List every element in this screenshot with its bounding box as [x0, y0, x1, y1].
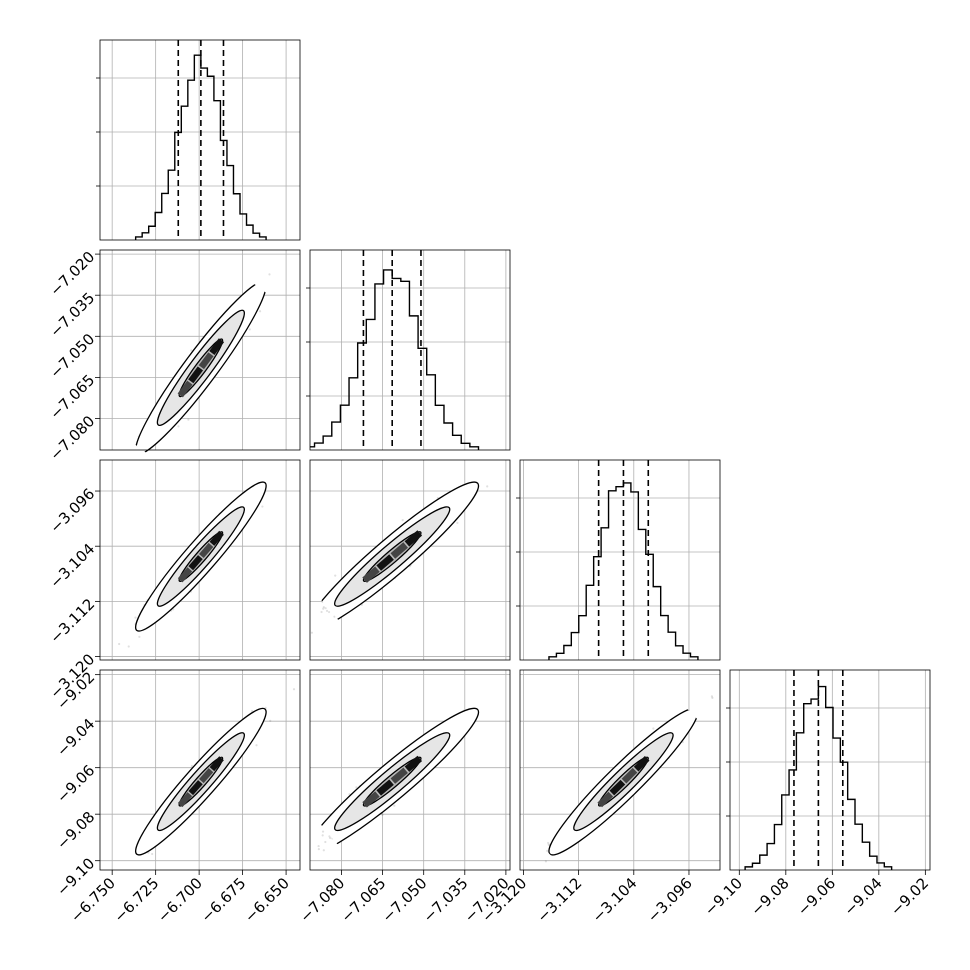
sample-point: [151, 852, 154, 856]
sample-point: [355, 786, 358, 789]
sample-point: [269, 719, 272, 722]
sample-point: [652, 727, 655, 730]
density-bin: [209, 338, 225, 355]
scatter-panel-4-2: [305, 669, 511, 871]
sample-point: [190, 349, 193, 352]
density-bin: [177, 380, 193, 398]
sample-point: [547, 843, 550, 846]
sample-point: [248, 328, 251, 331]
density-bin: [404, 530, 423, 547]
scatter-panel-2-1: [99, 249, 301, 455]
scatter-panel-4-3: [519, 669, 721, 871]
density-contour: [178, 338, 224, 398]
sample-point: [255, 744, 258, 747]
density-bin: [376, 554, 394, 571]
density-bin: [177, 567, 193, 583]
sample-point: [328, 835, 331, 838]
panel-frame: [309, 459, 511, 661]
density-bin: [188, 555, 203, 571]
sample-point: [187, 418, 190, 421]
sample-point: [261, 505, 264, 508]
sample-point: [150, 451, 152, 453]
panel-frame: [729, 669, 931, 871]
sample-point: [118, 642, 121, 646]
sample-point: [306, 618, 308, 620]
density-core: [177, 338, 225, 398]
sample-point: [322, 607, 325, 610]
sample-point: [324, 607, 327, 610]
sample-point: [334, 574, 337, 577]
density-bin: [209, 756, 224, 772]
sample-point: [317, 847, 320, 851]
density-bin: [376, 779, 394, 796]
sample-point: [138, 635, 141, 638]
density-contour: [362, 756, 422, 807]
sample-point: [381, 813, 384, 816]
sample-point: [710, 695, 714, 698]
sample-point: [324, 840, 327, 844]
sample-point: [456, 521, 459, 524]
sample-point: [321, 834, 324, 837]
density-bin: [390, 542, 408, 559]
sample-point: [317, 844, 320, 848]
density-bin: [390, 767, 408, 784]
sample-point: [401, 519, 404, 522]
sample-point: [177, 425, 180, 428]
histogram-panel-1: [96, 39, 301, 241]
sample-point: [325, 609, 329, 612]
density-bin: [209, 530, 224, 546]
sample-point: [190, 764, 193, 768]
scatter-panel-3-2: [305, 459, 511, 661]
density-contour: [362, 531, 422, 583]
sample-point: [393, 804, 396, 807]
density-bin: [362, 566, 380, 583]
sample-point: [321, 830, 325, 833]
panel-frame: [309, 669, 511, 871]
sample-point: [250, 709, 254, 713]
density-core: [177, 530, 224, 583]
density-bin: [362, 791, 380, 808]
density-bin: [404, 755, 423, 772]
scatter-panel-4-1: [99, 669, 301, 871]
sample-point: [258, 310, 262, 313]
density-bin: [188, 366, 204, 384]
sample-point: [310, 631, 314, 634]
sample-point: [486, 485, 489, 488]
sample-point: [127, 645, 130, 648]
panel-frame: [309, 249, 511, 451]
sample-point: [134, 616, 137, 619]
sample-point: [329, 836, 332, 840]
sample-point: [327, 610, 331, 614]
sample-point: [292, 688, 296, 691]
panel-frame: [99, 249, 301, 451]
density-core: [362, 530, 423, 583]
density-contour: [178, 531, 224, 583]
density-contour: [178, 756, 224, 807]
density-bin: [177, 792, 193, 808]
density-bin: [188, 780, 203, 796]
sample-point: [322, 849, 325, 852]
density-bin: [199, 768, 214, 784]
histogram-panel-3: [516, 459, 721, 661]
panel-frame: [99, 669, 301, 871]
density-bin: [199, 542, 214, 559]
sample-point: [124, 451, 126, 453]
histogram-panel-4: [726, 669, 931, 871]
histogram-panel-2: [306, 249, 511, 451]
sample-point: [320, 610, 323, 614]
density-bin: [198, 352, 214, 370]
scatter-panel-3-1: [99, 459, 301, 661]
density-core: [362, 755, 423, 808]
sample-point: [322, 605, 325, 609]
panel-frame: [99, 39, 301, 241]
panel-frame: [99, 459, 301, 661]
panel-frame: [519, 459, 721, 661]
sample-point: [268, 273, 271, 276]
density-core: [177, 756, 224, 808]
